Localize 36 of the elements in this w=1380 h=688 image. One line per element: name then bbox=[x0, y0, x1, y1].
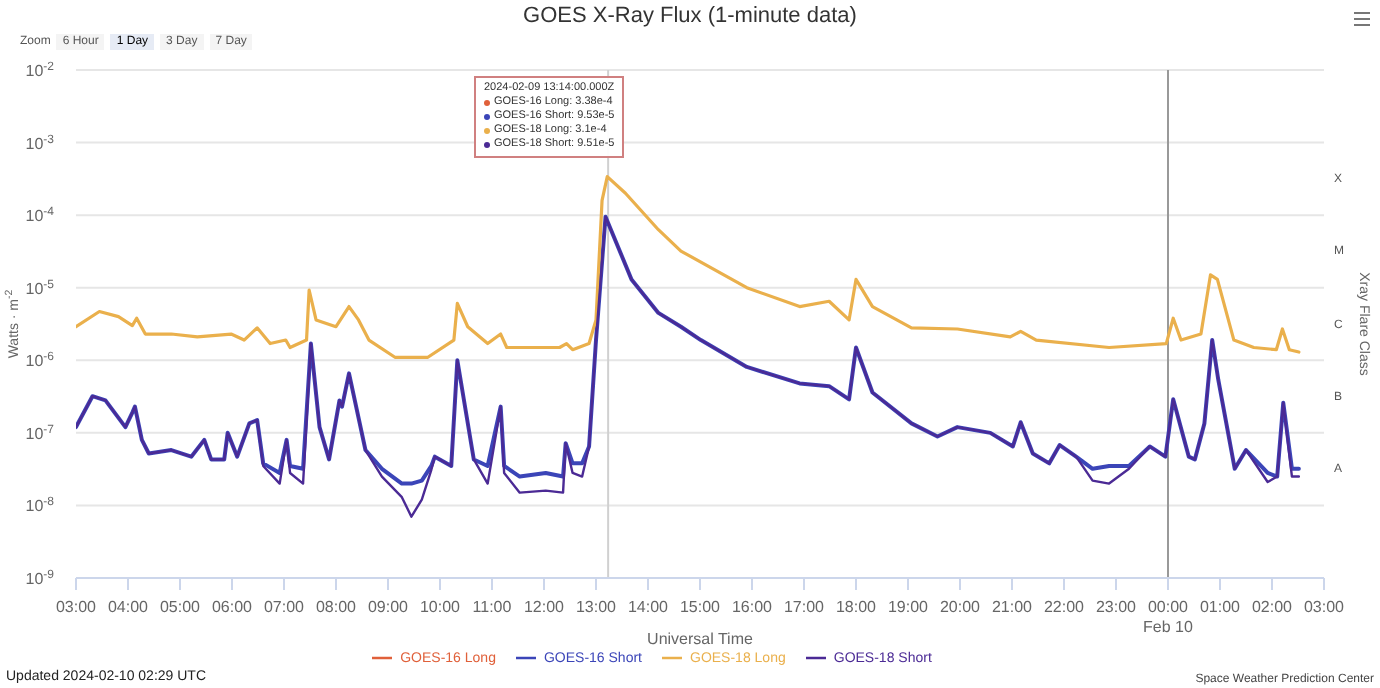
x-tick-label: 13:00 bbox=[575, 598, 618, 616]
line-series bbox=[76, 174, 1301, 359]
x-tick-label: 15:00 bbox=[679, 598, 722, 616]
x-tick-label: 16:00 bbox=[731, 598, 774, 616]
x-tick-label: 08:00 bbox=[315, 598, 358, 616]
x-tick-label: 23:00 bbox=[1095, 598, 1138, 616]
y-tick-label: 10$^{-4}$ bbox=[25, 205, 56, 226]
y-tick-label: 10$^{-3}$ bbox=[25, 132, 56, 153]
y-tick-label: 10$^{-8}$ bbox=[25, 495, 56, 516]
x-tick-label: 10:00 bbox=[419, 598, 462, 616]
x-tick-label: 21:00 bbox=[991, 598, 1034, 616]
x-tick-label: 01:00 bbox=[1199, 598, 1242, 616]
x-axis-title: Universal Time bbox=[647, 630, 754, 648]
x-tick-label: 04:00 bbox=[107, 598, 150, 616]
x-tick-label: 18:00 bbox=[835, 598, 878, 616]
chart-title: GOES X-Ray Flux (1-minute data) bbox=[521, 4, 859, 28]
x-tick-label: 05:00 bbox=[159, 598, 202, 616]
x-tick-label: 19:00 bbox=[887, 598, 930, 616]
x-tick-label: 22:00 bbox=[1043, 598, 1086, 616]
x-tick-label: 03:00 bbox=[1303, 598, 1346, 616]
x-tick-label: 11:00 bbox=[472, 598, 513, 616]
y-tick-label: 10$^{-5}$ bbox=[25, 277, 56, 298]
y-tick-label: 10$^{-9}$ bbox=[25, 568, 56, 588]
x-tick-label: 02:00 bbox=[1251, 598, 1294, 616]
x-tick-label: 17:00 bbox=[783, 598, 826, 616]
x-tick-label: 00:00 Feb 10 bbox=[1143, 598, 1195, 636]
y-tick-label: 10$^{-2}$ bbox=[25, 60, 56, 80]
x-tick-label: 03:00 bbox=[55, 598, 98, 616]
x-tick-label: 06:00 bbox=[211, 598, 254, 616]
y-tick-label: 10$^{-6}$ bbox=[25, 350, 56, 371]
x-tick-label: 14:00 bbox=[627, 598, 670, 616]
y-tick-label: 10$^{-7}$ bbox=[25, 422, 56, 443]
x-tick-label: 09:00 bbox=[367, 598, 410, 616]
x-tick-label: 20:00 bbox=[939, 598, 982, 616]
x-tick-label: 07:00 bbox=[263, 598, 306, 616]
x-tick-label: 12:00 bbox=[523, 598, 566, 616]
